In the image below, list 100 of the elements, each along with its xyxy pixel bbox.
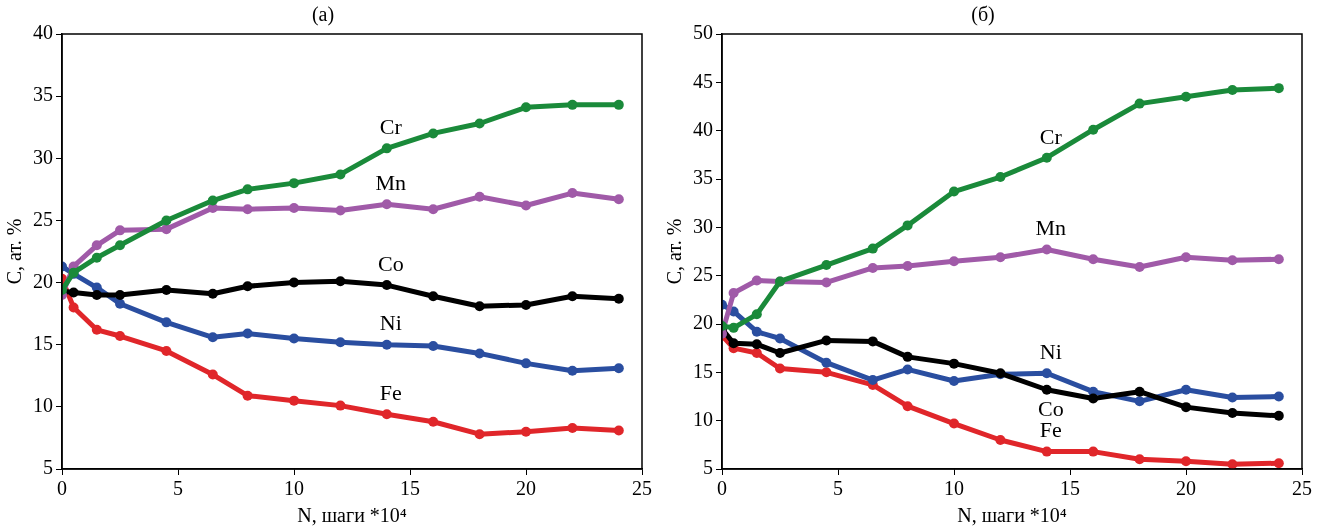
point: [751, 309, 762, 320]
point: [728, 288, 739, 299]
y-tick-label: 35: [33, 83, 53, 106]
point: [1088, 254, 1099, 265]
point: [1227, 407, 1238, 418]
point: [521, 358, 531, 369]
y-tick-label: 5: [703, 456, 713, 479]
point: [381, 199, 392, 210]
point: [91, 324, 102, 335]
point: [289, 395, 299, 406]
point: [751, 326, 762, 337]
point: [949, 418, 959, 429]
point: [428, 128, 439, 139]
x-tick-label: 25: [1292, 477, 1312, 500]
y-tick-label: 25: [33, 207, 53, 230]
x-tick-label: 20: [1176, 477, 1196, 500]
point: [1181, 384, 1191, 395]
point: [728, 322, 739, 333]
point: [474, 348, 485, 359]
y-tick-label: 40: [33, 21, 53, 44]
point: [242, 184, 253, 195]
point: [1273, 83, 1284, 94]
point: [1088, 124, 1099, 135]
point: [1273, 254, 1284, 265]
point: [1134, 386, 1145, 397]
point: [161, 285, 172, 296]
x-tick-label: 5: [833, 477, 843, 500]
x-axis-title: N, шаги *10⁴: [297, 504, 407, 527]
point: [949, 376, 959, 387]
point: [995, 172, 1006, 183]
y-tick-label: 30: [693, 214, 713, 237]
point: [1041, 446, 1052, 457]
point: [242, 328, 253, 339]
point: [902, 261, 913, 271]
y-tick-label: 20: [33, 269, 53, 292]
point: [242, 281, 253, 292]
point: [381, 143, 392, 154]
point: [613, 425, 624, 436]
point: [995, 435, 1006, 445]
point: [521, 426, 531, 437]
point: [867, 243, 878, 254]
chart-title: (б): [971, 3, 995, 27]
point: [751, 339, 762, 350]
point: [567, 188, 578, 199]
point: [867, 262, 878, 273]
series-label: Mn: [1035, 215, 1067, 241]
point: [289, 333, 299, 344]
point: [1273, 458, 1284, 469]
point: [902, 220, 913, 231]
y-tick-label: 25: [693, 262, 713, 285]
point: [289, 277, 299, 288]
y-tick-label: 10: [33, 394, 53, 417]
point: [1181, 402, 1191, 413]
point: [1181, 456, 1191, 467]
point: [335, 337, 346, 348]
point: [1227, 85, 1238, 96]
point: [161, 215, 172, 226]
point: [775, 348, 785, 358]
series-label: Fe: [379, 380, 402, 406]
point: [161, 224, 172, 235]
y-axis-title: C, ат. %: [663, 218, 686, 285]
x-tick-label: 5: [173, 477, 183, 500]
point: [381, 339, 392, 350]
x-tick-label: 20: [516, 477, 536, 500]
point: [428, 291, 439, 302]
point: [91, 290, 102, 300]
point: [207, 332, 218, 343]
point: [242, 390, 253, 401]
x-tick-label: 10: [944, 477, 964, 500]
point: [902, 351, 913, 362]
y-tick-label: 20: [693, 311, 713, 334]
point: [775, 363, 785, 374]
y-tick-label: 35: [693, 166, 713, 189]
point: [821, 357, 832, 368]
x-tick-label: 0: [717, 477, 727, 500]
y-tick-label: 45: [693, 69, 713, 92]
y-axis-title: C, ат. %: [3, 218, 26, 285]
chart-title: (a): [311, 3, 335, 27]
point: [521, 299, 531, 310]
point: [1134, 98, 1145, 109]
point: [207, 369, 218, 380]
point: [381, 280, 392, 291]
point: [428, 204, 439, 215]
series-label: Co: [377, 250, 404, 276]
point: [1041, 152, 1052, 163]
point: [1227, 255, 1238, 266]
point: [567, 422, 578, 433]
point: [1134, 261, 1145, 272]
point: [567, 291, 578, 302]
point: [115, 331, 125, 342]
point: [335, 205, 346, 216]
point: [91, 240, 102, 251]
point: [474, 301, 485, 312]
point: [115, 240, 125, 251]
point: [115, 225, 125, 236]
point: [821, 335, 832, 346]
x-tick-label: 15: [1060, 477, 1080, 500]
point: [613, 363, 624, 374]
point: [821, 277, 832, 288]
series-label: Mn: [375, 170, 407, 196]
